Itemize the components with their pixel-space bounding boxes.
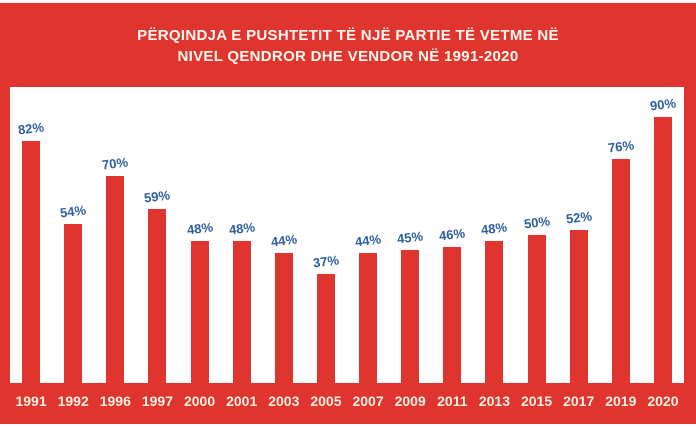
year-label-2009: 2009 (394, 393, 426, 409)
bar-slot: 82% (10, 87, 52, 383)
bar-value-label-2009: 45% (396, 228, 425, 247)
bar-2011 (443, 247, 462, 383)
bar-slot: 70% (94, 87, 136, 383)
bar-slot: 46% (431, 87, 473, 383)
bar-value-label-2007: 44% (354, 231, 382, 250)
year-label-2019: 2019 (605, 393, 637, 409)
chart-title: PËRQINDJA E PUSHTETIT TË NJË PARTIE TË V… (0, 25, 696, 67)
bar-value-label-2013: 48% (480, 219, 509, 238)
bar-slot: 90% (642, 87, 684, 383)
bar-value-label-1996: 70% (101, 154, 130, 173)
bar-slot: 48% (473, 87, 515, 383)
bar-2019 (611, 159, 630, 383)
bar-2001 (232, 241, 251, 383)
bar-2007 (359, 253, 378, 383)
year-label-2011: 2011 (437, 393, 468, 409)
bar-1992 (64, 224, 83, 383)
year-label-1991: 1991 (15, 393, 47, 409)
year-label-1996: 1996 (99, 393, 131, 409)
year-label-2017: 2017 (563, 393, 595, 409)
bar-slot: 54% (52, 87, 94, 383)
year-label-2013: 2013 (478, 393, 511, 409)
bar-2017 (569, 230, 588, 383)
year-label-2005: 2005 (310, 393, 342, 409)
bar-1997 (148, 209, 167, 383)
bar-value-label-2003: 44% (269, 231, 298, 250)
bar-2005 (316, 274, 335, 383)
bar-1991 (22, 141, 41, 383)
bar-slot: 37% (305, 87, 347, 383)
bar-value-label-2005: 37% (312, 252, 340, 271)
bar-value-label-1992: 54% (59, 202, 88, 221)
bar-slot: 44% (263, 87, 305, 383)
bar-value-label-2020: 90% (649, 95, 677, 114)
chart-title-line2: NIVEL QENDROR DHE VENDOR NË 1991-2020 (177, 48, 519, 65)
bar-2009 (401, 250, 420, 383)
bar-2000 (190, 241, 209, 383)
bar-value-label-1991: 82% (17, 119, 45, 138)
bar-1996 (106, 176, 125, 383)
bar-2013 (485, 241, 504, 383)
bar-slot: 44% (347, 87, 389, 383)
bar-slot: 52% (558, 87, 600, 383)
bar-value-label-2000: 48% (185, 219, 214, 238)
year-label-2000: 2000 (183, 393, 216, 409)
bar-value-label-1997: 59% (143, 187, 172, 206)
year-label-2001: 2001 (226, 393, 258, 409)
year-label-1992: 1992 (57, 393, 89, 409)
year-label-1997: 1997 (141, 393, 174, 409)
bar-2003 (274, 253, 293, 383)
bar-slot: 59% (136, 87, 178, 383)
year-label-2020: 2020 (647, 393, 679, 409)
bar-slot: 48% (179, 87, 221, 383)
year-label-2015: 2015 (520, 393, 553, 409)
bar-slot: 50% (516, 87, 558, 383)
bar-2015 (527, 235, 546, 383)
year-label-2007: 2007 (352, 393, 384, 409)
bar-value-label-2001: 48% (227, 219, 256, 238)
bar-value-label-2019: 76% (606, 137, 635, 156)
bar-value-label-2015: 50% (522, 213, 551, 232)
bar-value-label-2011: 46% (438, 225, 467, 244)
chart-background: PËRQINDJA E PUSHTETIT TË NJË PARTIE TË V… (0, 3, 696, 424)
plot-area: 82% 54% 70% 59% 48% 48% 44% 37% 44% 45% 46% 48% 50% 5… (10, 87, 684, 383)
bar-slot: 45% (389, 87, 431, 383)
chart-title-line1: PËRQINDJA E PUSHTETIT TË NJË PARTIE TË V… (137, 27, 559, 44)
year-label-2003: 2003 (268, 393, 300, 409)
bar-2020 (653, 117, 672, 383)
bar-value-label-2017: 52% (564, 208, 593, 227)
x-axis-labels: 1991 1992 1996 1997 2000 2001 2003 2005 2007 2009… (10, 393, 684, 409)
bar-slot: 48% (221, 87, 263, 383)
bar-slot: 76% (600, 87, 642, 383)
